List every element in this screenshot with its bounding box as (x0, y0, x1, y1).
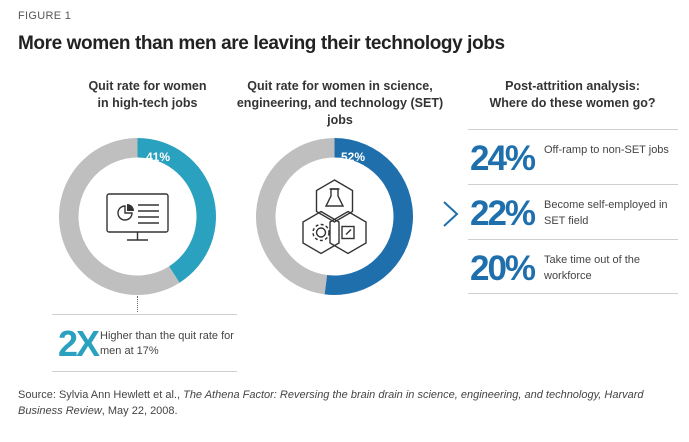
stat-row: 20% Take time out of the workforce (468, 239, 678, 294)
arrow-right-icon (443, 201, 459, 227)
stat-text: Become self-employed in SET field (544, 199, 668, 227)
stat-text: Take time out of the workforce (544, 254, 640, 282)
donut2-rest-segment (255, 138, 335, 295)
donut1-value-label: 41% (146, 150, 171, 164)
dotted-connector (137, 296, 138, 312)
post-attrition-title-line1: Post-attrition analysis: (505, 79, 640, 93)
donut-chart-high-tech (58, 138, 216, 295)
stat-value: 22% (470, 194, 536, 233)
computer-monitor-icon (106, 193, 169, 241)
stat-row: 22% Become self-employed in SET field (468, 184, 678, 239)
donut2-highlight-segment (324, 138, 413, 295)
donut1-title-line1: Quit rate for women (88, 79, 207, 93)
source-note: Source: Sylvia Ann Hewlett et al., The A… (18, 387, 678, 419)
stat-row: 24% Off-ramp to non-SET jobs (468, 129, 678, 184)
stat-text: Off-ramp to non-SET jobs (544, 144, 669, 156)
donut1-highlight-segment (137, 138, 216, 283)
donut1-rest-segment (58, 138, 180, 295)
post-attrition-title: Post-attrition analysis: Where do these … (465, 78, 680, 112)
post-attrition-list: 24% Off-ramp to non-SET jobs 22% Become … (468, 129, 678, 294)
figure-title: More women than men are leaving their te… (18, 33, 505, 54)
post-attrition-title-line2: Where do these women go? (489, 96, 656, 110)
donut2-title: Quit rate for women in science, engineer… (225, 78, 455, 129)
stat-value: 20% (470, 249, 536, 288)
comparison-box: 2X Higher than the quit rate for men at … (52, 314, 237, 372)
source-prefix: Source: Sylvia Ann Hewlett et al., (18, 389, 184, 401)
donut-chart-set-jobs (255, 138, 413, 295)
donut2-title-line2: engineering, and technology (SET) jobs (236, 96, 444, 127)
source-publication: The Athena Factor: Reversing the brain d… (18, 389, 644, 417)
source-suffix: , May 22, 2008. (101, 405, 178, 417)
donut2-title-line1: Quit rate for women in science, (247, 79, 433, 93)
figure-label: FIGURE 1 (18, 10, 72, 22)
donut2-value-label: 52% (341, 150, 366, 164)
science-gears-icon (302, 179, 367, 255)
stat-value: 24% (470, 139, 536, 178)
donut1-title-line2: in high-tech jobs (97, 96, 198, 110)
comparison-value: 2X (58, 323, 100, 364)
comparison-text: Higher than the quit rate for men at 17% (100, 330, 234, 357)
donut1-title: Quit rate for women in high-tech jobs (60, 78, 235, 112)
